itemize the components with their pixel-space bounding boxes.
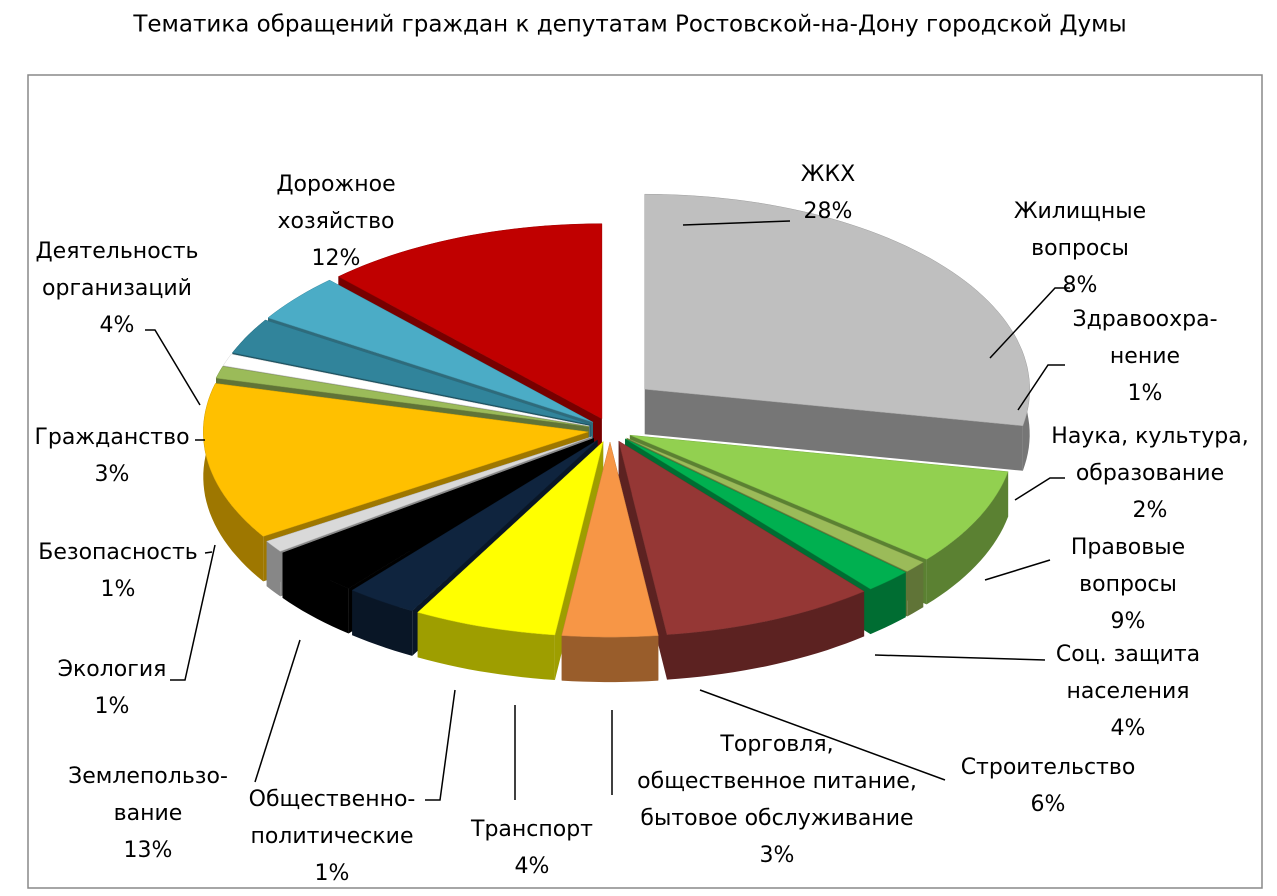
slice-top (231, 319, 591, 425)
slice-top (626, 437, 924, 572)
category-label: Дорожное хозяйство (276, 172, 395, 234)
slice-top (222, 353, 590, 427)
leader-line (984, 559, 1051, 581)
category-label: Строительство (961, 755, 1136, 780)
value-label: 4% (515, 854, 550, 879)
leader-line (1017, 364, 1065, 411)
value-label: 28% (804, 199, 853, 224)
slice-top (267, 279, 594, 423)
value-label: 1% (1128, 381, 1163, 406)
slice-side (926, 471, 1009, 605)
category-label: Наука, культура, образование (1051, 424, 1248, 486)
leader-line (1014, 477, 1065, 501)
category-label: Землепользо-вание (68, 764, 228, 826)
category-label: Торговля, общественное питание, бытовое об… (637, 732, 917, 831)
value-label: 13% (124, 838, 173, 863)
slice-edge (644, 389, 1023, 471)
leader-line (699, 689, 946, 781)
slice (618, 440, 865, 680)
category-label: Деятельность организаций (35, 239, 198, 301)
value-label: 1% (315, 861, 350, 886)
leader-line (145, 329, 201, 406)
slice-top (629, 434, 1009, 560)
slice-top (266, 436, 592, 552)
slice-edge (618, 441, 667, 680)
leader-line (170, 544, 216, 681)
slice-side (870, 572, 906, 635)
leader-line (682, 220, 791, 226)
chart-frame (27, 74, 1263, 889)
leader-line (204, 551, 213, 554)
category-label: Экология (58, 657, 167, 682)
slice-top (203, 383, 589, 537)
slice (644, 193, 1030, 471)
value-label: 8% (1063, 273, 1098, 298)
value-label: 9% (1111, 609, 1146, 634)
leader-line (425, 689, 456, 801)
category-label: Гражданство (34, 425, 189, 450)
value-label: 3% (760, 843, 795, 868)
category-label: Правовые вопросы (1071, 535, 1185, 597)
value-label: 1% (95, 694, 130, 719)
slice-top (644, 193, 1030, 427)
slice-side (907, 562, 924, 617)
slice-top (417, 440, 604, 636)
leader-line (254, 639, 301, 783)
chart-title: Тематика обращений граждан к депутатам Р… (132, 12, 1126, 38)
leader-line (989, 287, 1070, 359)
slice-side (203, 383, 264, 582)
category-label: Здравоохра-нение (1072, 307, 1217, 369)
slice-top (337, 223, 603, 420)
slice-top (351, 439, 598, 612)
value-label: 4% (1111, 716, 1146, 741)
slice-side (417, 612, 555, 680)
slice (561, 442, 659, 683)
value-label: 2% (1133, 498, 1168, 523)
slice-side (667, 591, 865, 680)
slice-top (215, 366, 589, 427)
slice-side (266, 541, 281, 597)
category-label: Общественно-политические (249, 787, 416, 849)
category-label: Транспорт (470, 817, 593, 842)
slice (417, 440, 604, 680)
value-label: 4% (100, 313, 135, 338)
value-label: 12% (312, 246, 361, 271)
category-label: ЖКХ (801, 162, 855, 187)
category-label: Безопасность (38, 540, 197, 565)
value-label: 3% (95, 462, 130, 487)
slice-side (561, 635, 659, 683)
slice-side (282, 552, 349, 634)
slice-top (561, 442, 659, 638)
slice-top (624, 438, 907, 590)
category-label: Соц. защита населения (1056, 642, 1200, 704)
slice-top (281, 438, 595, 589)
value-label: 1% (101, 577, 136, 602)
value-label: 6% (1031, 792, 1066, 817)
leader-line (874, 654, 1046, 661)
category-label: Жилищные вопросы (1014, 199, 1146, 261)
slice-top (618, 440, 865, 635)
